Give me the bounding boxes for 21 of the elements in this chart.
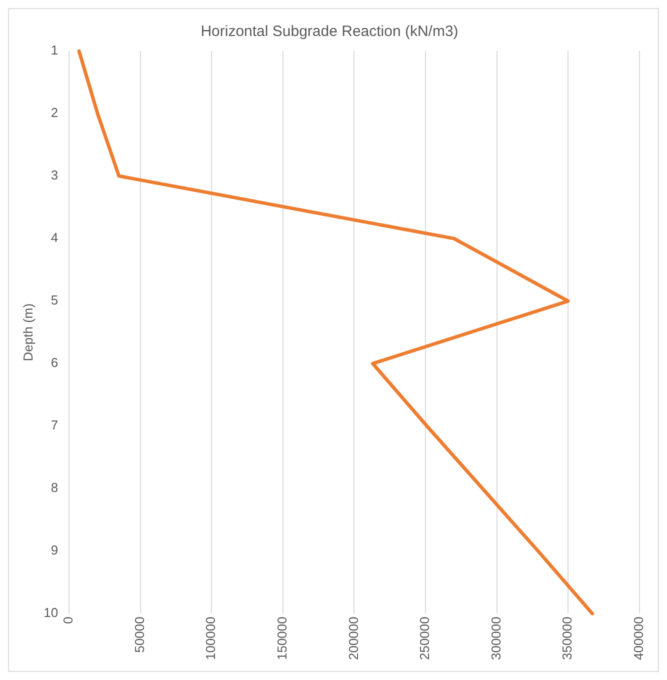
y-tick-label: 3: [50, 168, 58, 183]
x-tick-label: 200000: [346, 616, 361, 660]
x-tick-label: 50000: [132, 616, 147, 653]
x-tick-label: 300000: [488, 616, 504, 660]
chart-title: Horizontal Subgrade Reaction (kN/m3): [200, 23, 458, 40]
y-tick-label: 8: [50, 480, 58, 496]
x-tick-label: 150000: [274, 616, 290, 660]
y-tick-label: 10: [44, 605, 58, 620]
y-tick-label: 9: [50, 542, 58, 558]
y-tick-label: 5: [50, 292, 58, 308]
x-tick-label: 400000: [630, 616, 646, 660]
y-tick-label: 1: [50, 42, 58, 58]
y-tick-label: 6: [50, 355, 58, 370]
y-tick-label: 4: [50, 230, 58, 246]
x-tick-label: 250000: [417, 616, 432, 660]
x-tick-label: 100000: [203, 616, 218, 660]
y-tick-label: 2: [50, 105, 58, 120]
y-tick-label: 7: [50, 418, 58, 433]
x-tick-label: 0: [60, 616, 76, 624]
y-axis-title: Depth (m): [20, 303, 36, 362]
x-tick-label: 350000: [560, 616, 575, 660]
